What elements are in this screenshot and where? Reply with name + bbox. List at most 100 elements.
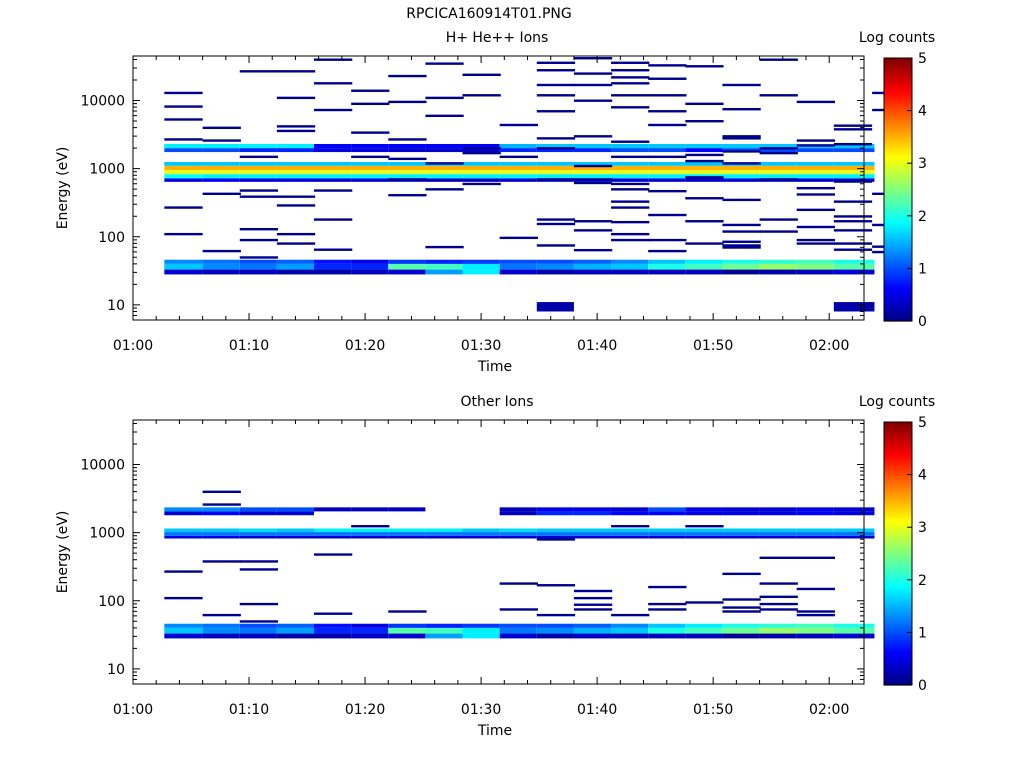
heatmap-cell-sparse [759,608,798,611]
heatmap-cell [239,507,277,512]
colorbar-segment [884,527,912,530]
colorbar-segment [884,141,912,145]
heatmap-cell [202,532,240,536]
heatmap-cell [239,633,277,639]
heatmap-cell [202,165,240,171]
colorbar-segment [884,658,912,662]
heatmap-cell [202,178,240,182]
colorbar-segment [884,299,912,302]
heatmap-cell-sparse [722,610,761,613]
heatmap-cell-sparse [351,131,390,134]
colorbar-segment [884,533,912,537]
colorbar-segment [884,292,912,296]
heatmap-cell [648,170,686,175]
heatmap-cell [499,511,537,516]
heatmap-cell-sparse [685,153,724,157]
colorbar-segment [884,463,912,467]
heatmap-cell-sparse [759,218,798,221]
colorbar-segment [884,619,912,623]
heatmap-cell-sparse [536,83,576,87]
colorbar-segment [884,478,912,482]
heatmap-cell [573,263,612,270]
heatmap-cell [573,507,612,512]
y-axis-label: Energy (eV) [55,147,71,230]
colorbar-segment [884,472,912,476]
heatmap-cell [722,269,760,275]
x-tick-label: 01:40 [577,338,617,354]
heatmap-cell [648,532,686,536]
colorbar-tick-label: 2 [918,209,927,225]
heatmap-cell [759,627,797,634]
heatmap-cell-sparse [722,137,761,140]
colorbar-segment [884,259,912,263]
heatmap-cell-sparse [796,139,835,142]
heatmap-cell-sparse [536,218,576,221]
colorbar-segment [884,95,912,99]
heatmap-cell-sparse [685,601,724,604]
heatmap-cell [685,165,723,171]
heatmap-cell [202,633,240,639]
heatmap-cell [276,263,315,270]
heatmap-cell [536,148,574,153]
colorbar-segment [884,520,912,524]
heatmap-cell [573,162,612,166]
colorbar-segment [884,196,912,199]
heatmap-cell [759,511,797,516]
heatmap-cell [239,532,277,536]
colorbar-segment [884,101,912,105]
heatmap-cell-sparse [573,248,613,252]
colorbar-segment [884,268,912,272]
heatmap-cell [536,162,574,166]
heatmap-cell-sparse [388,157,427,161]
heatmap-cell [611,633,649,639]
colorbar-tick-label: 3 [918,156,927,172]
heatmap-cell [314,170,352,175]
y-tick-label: 10000 [80,94,125,110]
heatmap-cell [462,269,500,275]
heatmap-cell-sparse [536,69,576,72]
heatmap-cell-sparse [722,598,761,601]
heatmap-cell [351,263,389,270]
colorbar-segment [884,597,912,601]
heatmap-cell-sparse [202,249,241,253]
heatmap-cell-sparse [611,106,650,109]
x-tick-label: 01:00 [113,338,153,354]
heatmap-cell [314,535,352,539]
colorbar-segment [884,147,912,151]
heatmap-cell [462,143,500,149]
heatmap-cell [573,170,612,175]
colorbar-tick-label: 1 [918,625,927,641]
heatmap-cell [499,633,537,639]
heatmap-cell [276,633,315,639]
colorbar-segment [884,468,912,471]
heatmap-cell-sparse [685,525,724,528]
heatmap-cell [314,162,352,166]
colorbar-segment [884,161,912,164]
heatmap-cell-sparse [759,94,798,97]
colorbar-segment [884,424,912,427]
heatmap-cell-sparse [796,610,835,613]
y-tick-label: 1000 [89,526,125,542]
heatmap-cell [462,148,500,153]
heatmap-cell [536,633,574,639]
colorbar-segment [884,503,912,506]
heatmap-cell [314,148,352,153]
colorbar-segment [884,248,912,252]
colorbar-segment [884,525,912,528]
heatmap-cell [314,165,352,171]
heatmap-cell [462,162,500,166]
colorbar-segment [884,288,912,291]
colorbar-segment [884,422,912,425]
heatmap-cell-sparse [276,96,316,100]
colorbar-segment [884,104,912,107]
heatmap-cell-sparse [833,229,873,232]
heatmap-cell [648,178,686,182]
heatmap-cell [685,528,723,533]
plot-frame [132,55,865,321]
heatmap-cell-sparse [685,102,724,106]
colorbar-segment [884,667,912,671]
y-tick-label: 10000 [80,458,125,474]
heatmap-cell-sparse [611,140,650,143]
colorbar-segment [884,660,912,664]
colorbar-segment [884,187,912,191]
